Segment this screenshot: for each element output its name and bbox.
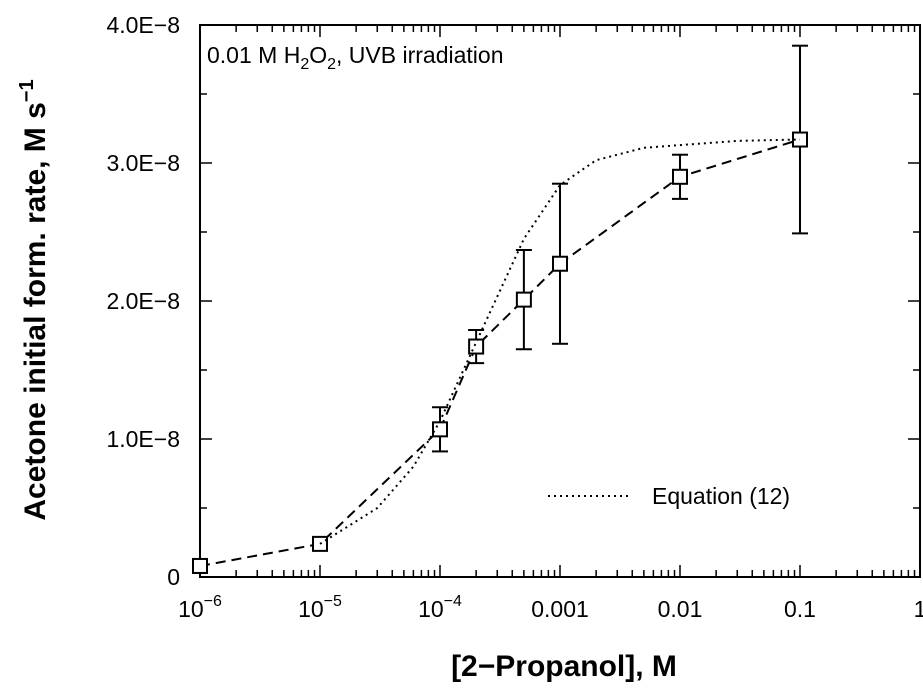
annotation-suffix: , UVB irradiation [336, 42, 503, 68]
data-point [515, 291, 532, 308]
axis-ticks [199, 24, 920, 578]
x-tick-label: 0.1 [784, 596, 816, 622]
chart-annotation: 0.01 M H2O2, UVB irradiation [207, 42, 504, 73]
y-axis-title: Acetone initial form. rate, M s−1 [16, 79, 52, 520]
annotation-sub1: 2 [300, 56, 309, 73]
annotation-prefix: 0.01 M H [207, 42, 300, 68]
y-tick-labels: 0 1.0E−8 2.0E−8 3.0E−8 4.0E−8 [106, 12, 180, 590]
x-tick-label: 10−5 [298, 593, 342, 622]
x-tick-label: 0.01 [658, 596, 703, 622]
y-tick-label: 0 [167, 564, 180, 590]
legend-label: Equation (12) [652, 483, 790, 509]
x-tick-label: 10−4 [418, 593, 462, 622]
x-axis-title: [2−Propanol], M [451, 650, 677, 683]
y-axis-title-main: Acetone initial form. rate, M s [19, 102, 52, 520]
legend: Equation (12) [548, 483, 790, 509]
data-point [552, 255, 568, 272]
y-tick-label: 3.0E−8 [106, 150, 180, 176]
data-point [468, 338, 485, 355]
annotation-sub2: 2 [327, 56, 336, 73]
x-tick-label: 0.001 [531, 596, 589, 622]
x-tick-label: 10−6 [178, 593, 222, 622]
y-tick-label: 1.0E−8 [106, 426, 180, 452]
data-point [672, 168, 688, 185]
x-tick-label: 1 [914, 596, 923, 622]
series-layer [192, 44, 808, 574]
equation-12-curve [319, 138, 801, 545]
y-tick-label: 2.0E−8 [106, 288, 180, 314]
data-point [192, 557, 208, 574]
x-tick-labels: 10−6 10−5 10−4 0.001 0.01 0.1 1 [178, 593, 923, 622]
y-tick-label: 4.0E−8 [106, 12, 180, 38]
y-axis-title-sup: −1 [16, 79, 38, 102]
plot-frame [199, 24, 921, 578]
data-dashed-line [199, 138, 801, 567]
data-point [432, 421, 448, 438]
annotation-mid: O [309, 42, 327, 68]
